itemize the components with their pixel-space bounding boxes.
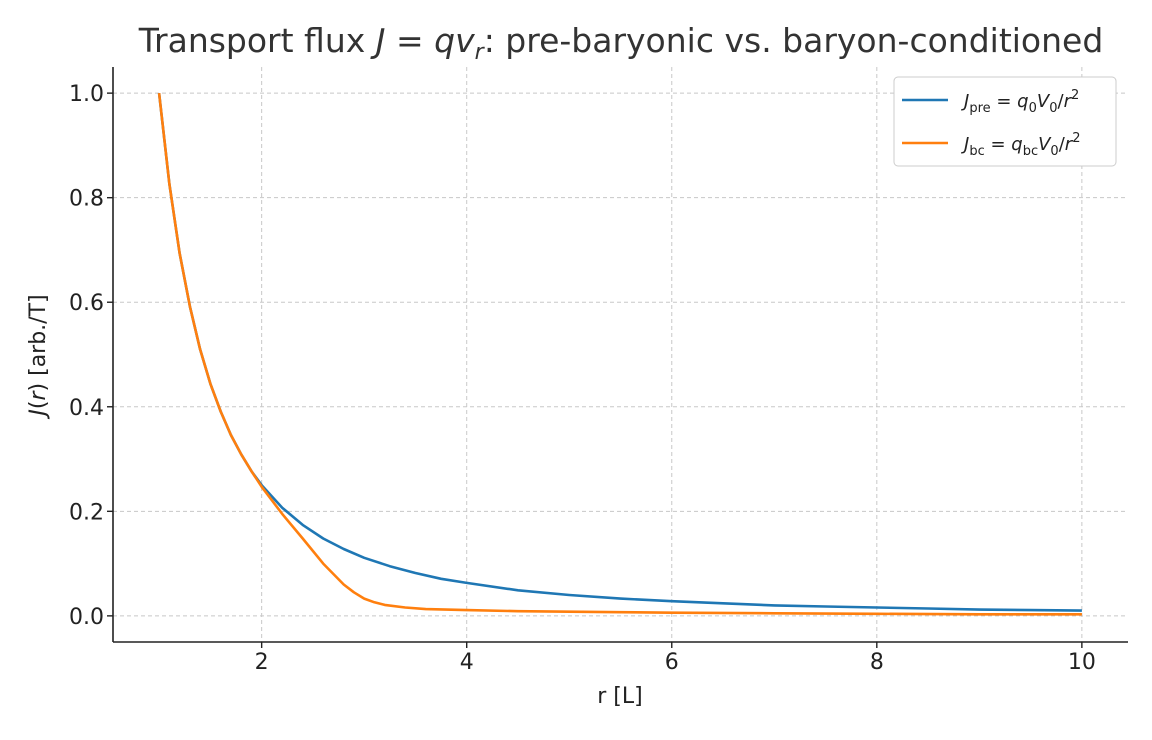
y-tick-label: 0.4 <box>69 396 104 421</box>
chart-title: Transport flux J = qvr: pre-baryonic vs.… <box>138 21 1104 65</box>
legend-label-pre: Jpre = q0V0/r2 <box>961 88 1079 116</box>
y-axis-label: J(r) [arb./T] <box>26 294 51 419</box>
y-tick-label: 0.0 <box>69 605 104 630</box>
x-tick-label: 10 <box>1068 650 1096 675</box>
axes <box>107 67 1128 648</box>
y-tick-label: 0.6 <box>69 291 104 316</box>
x-axis-label: r [L] <box>597 684 642 709</box>
series-line-1 <box>157 92 1082 616</box>
x-tick-label: 2 <box>255 650 269 675</box>
y-tick-label: 0.8 <box>69 187 104 212</box>
x-tick-label: 8 <box>870 650 884 675</box>
legend-label-bc: Jbc = qbcV0/r2 <box>961 131 1080 159</box>
grid-lines <box>113 67 1128 642</box>
x-tick-label: 6 <box>665 650 679 675</box>
legend: Jpre = q0V0/r2 Jbc = qbcV0/r2 <box>893 76 1117 167</box>
series-lines <box>157 92 1082 616</box>
x-tick-label: 4 <box>460 650 474 675</box>
legend-box <box>893 76 1117 167</box>
y-tick-label: 0.2 <box>69 500 104 525</box>
tick-labels: 2 4 6 8 10 0.0 0.2 0.4 0.6 0.8 1.0 <box>69 82 1096 675</box>
y-tick-label: 1.0 <box>69 82 104 107</box>
